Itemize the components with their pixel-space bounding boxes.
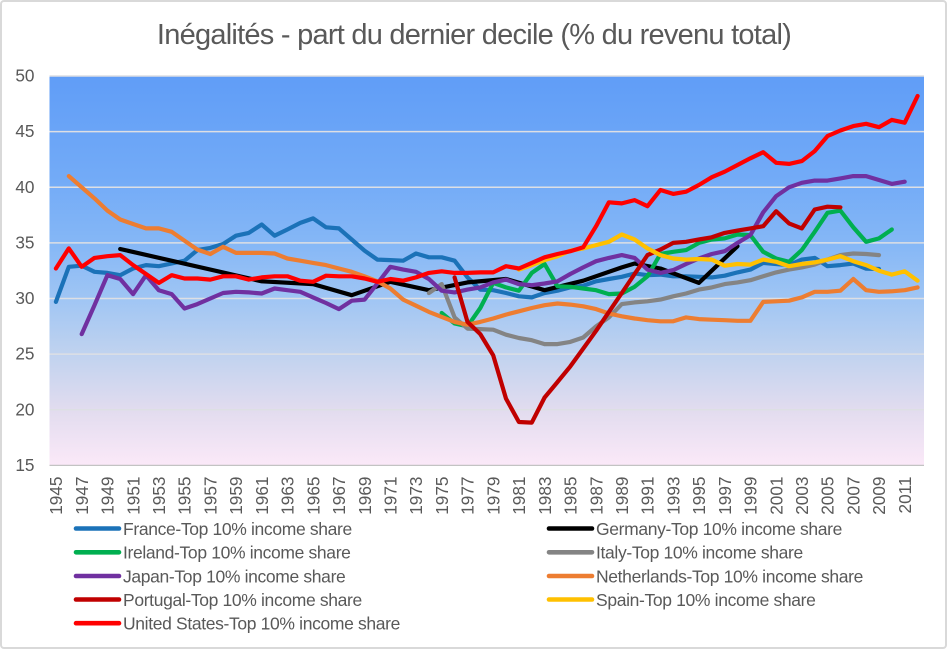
- svg-text:1985: 1985: [561, 477, 581, 515]
- svg-text:1995: 1995: [689, 477, 709, 515]
- svg-text:1963: 1963: [278, 477, 298, 515]
- svg-text:Ireland-Top 10% income share: Ireland-Top 10% income share: [123, 543, 351, 563]
- svg-text:1949: 1949: [98, 477, 118, 515]
- svg-text:1957: 1957: [201, 477, 221, 515]
- svg-text:1983: 1983: [535, 477, 555, 515]
- svg-text:1951: 1951: [123, 477, 143, 515]
- svg-text:45: 45: [15, 121, 34, 141]
- svg-text:1955: 1955: [175, 477, 195, 515]
- svg-text:25: 25: [15, 344, 34, 364]
- svg-text:United States-Top 10% income s: United States-Top 10% income share: [123, 614, 400, 634]
- svg-text:1967: 1967: [329, 477, 349, 515]
- svg-text:2009: 2009: [869, 477, 889, 515]
- svg-text:Spain-Top 10% income share: Spain-Top 10% income share: [596, 590, 816, 610]
- svg-text:1989: 1989: [612, 477, 632, 515]
- svg-text:50: 50: [15, 66, 34, 86]
- svg-text:2003: 2003: [792, 477, 812, 515]
- svg-text:Italy-Top 10% income share: Italy-Top 10% income share: [596, 543, 803, 563]
- svg-text:Netherlands-Top 10% income sha: Netherlands-Top 10% income share: [596, 566, 863, 586]
- svg-text:1999: 1999: [741, 477, 761, 515]
- svg-text:40: 40: [15, 177, 34, 197]
- svg-text:1971: 1971: [381, 477, 401, 515]
- svg-text:1991: 1991: [638, 477, 658, 515]
- svg-text:2011: 2011: [895, 477, 915, 514]
- svg-text:1947: 1947: [72, 477, 92, 515]
- svg-text:Japan-Top 10% income share: Japan-Top 10% income share: [123, 566, 345, 586]
- svg-text:1979: 1979: [483, 477, 503, 515]
- svg-text:1997: 1997: [715, 477, 735, 515]
- svg-text:1993: 1993: [663, 477, 683, 515]
- svg-text:2007: 2007: [844, 477, 864, 515]
- svg-text:15: 15: [15, 455, 34, 475]
- svg-text:20: 20: [15, 399, 34, 419]
- svg-text:Inégalités - part du dernier d: Inégalités - part du dernier decile (% d…: [157, 19, 791, 51]
- svg-text:1987: 1987: [586, 477, 606, 515]
- svg-text:1959: 1959: [226, 477, 246, 515]
- svg-text:France-Top 10% income share: France-Top 10% income share: [123, 519, 352, 539]
- svg-text:1965: 1965: [303, 477, 323, 515]
- svg-text:1973: 1973: [406, 477, 426, 515]
- svg-text:1953: 1953: [149, 477, 169, 515]
- svg-text:Portugal-Top 10% income share: Portugal-Top 10% income share: [123, 590, 362, 610]
- svg-text:2005: 2005: [818, 477, 838, 515]
- svg-text:35: 35: [15, 233, 34, 253]
- svg-text:Germany-Top 10% income share: Germany-Top 10% income share: [596, 519, 842, 539]
- svg-text:30: 30: [15, 288, 34, 308]
- svg-text:1969: 1969: [355, 477, 375, 515]
- svg-text:1945: 1945: [46, 477, 66, 515]
- svg-text:1975: 1975: [432, 477, 452, 515]
- svg-text:2001: 2001: [766, 477, 786, 515]
- svg-text:1977: 1977: [458, 477, 478, 515]
- svg-text:1961: 1961: [252, 477, 272, 515]
- svg-text:1981: 1981: [509, 477, 529, 515]
